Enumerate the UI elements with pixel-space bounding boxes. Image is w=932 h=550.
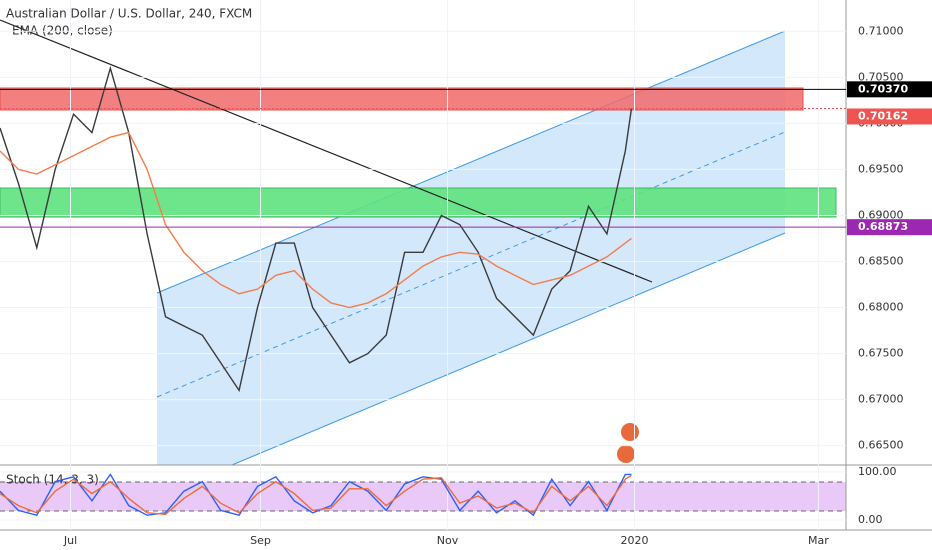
y-tick-label: 0.67000	[858, 393, 904, 406]
x-tick-label: 2020	[621, 534, 649, 547]
y-tick-label: 0.69500	[858, 162, 904, 175]
stoch-band	[0, 482, 846, 511]
y-tick-label: 0.66500	[858, 439, 904, 452]
price-label-box	[847, 108, 932, 125]
support-zone	[0, 187, 837, 218]
y-tick-label: 0.69000	[858, 208, 904, 221]
resistance-zone	[0, 87, 804, 111]
y-tick-label: 0.67500	[858, 347, 904, 360]
event-icon[interactable]	[617, 445, 635, 463]
y-tick-label: 0.71000	[858, 24, 904, 37]
channel-upper	[156, 30, 786, 294]
x-tick-label: Nov	[437, 534, 459, 547]
x-tick-label: Sep	[250, 534, 271, 547]
trend-line	[0, 19, 653, 283]
channel-lower	[231, 232, 786, 466]
y-tick-label: 0.68500	[858, 255, 904, 268]
y-tick-label: 0.68000	[858, 301, 904, 314]
series-line	[0, 65, 633, 393]
chart-title: Australian Dollar / U.S. Dollar, 240, FX…	[6, 7, 252, 21]
y-tick-label: 0.70500	[858, 70, 904, 83]
y-tick-label: 0.00	[858, 513, 883, 526]
indicator-label: Stoch (14, 3, 3)	[6, 473, 99, 487]
x-tick-label: Jul	[63, 534, 77, 547]
x-tick-label: Mar	[808, 534, 829, 547]
y-tick-label: 100.00	[858, 465, 897, 478]
price-label-box	[847, 81, 932, 98]
channel-fill	[157, 31, 785, 465]
event-icon[interactable]	[621, 423, 639, 441]
price-label: 0.68873	[858, 220, 908, 233]
series-line	[0, 474, 632, 515]
price-label: 0.70162	[858, 109, 908, 122]
price-label: 0.70370	[858, 82, 908, 95]
indicator-label: EMA (200, close)	[12, 24, 113, 38]
channel-mid	[156, 131, 786, 398]
series-line	[0, 131, 632, 309]
price-label-box	[847, 219, 932, 236]
